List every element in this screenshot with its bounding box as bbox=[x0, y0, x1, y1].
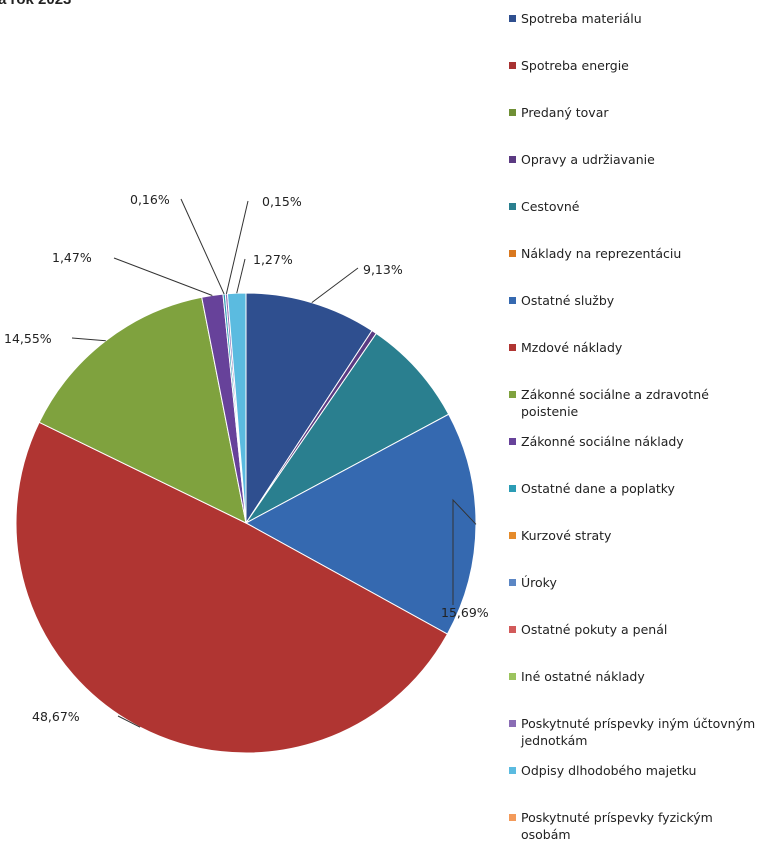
data-label-ostatne-sluzby: 15,69% bbox=[441, 605, 489, 620]
legend-swatch bbox=[509, 203, 516, 210]
data-label-poskytnute-prispevky-inym-uctovnym-jednotkam: 0,15% bbox=[262, 194, 302, 209]
legend-swatch bbox=[509, 720, 516, 727]
legend-swatch bbox=[509, 673, 516, 680]
legend-swatch bbox=[509, 250, 516, 257]
data-label-mzdove-naklady: 48,67% bbox=[32, 709, 80, 724]
legend-label: Úroky bbox=[521, 574, 759, 591]
legend-swatch bbox=[509, 297, 516, 304]
legend-swatch bbox=[509, 767, 516, 774]
legend-swatch bbox=[509, 485, 516, 492]
legend-label: Zákonné sociálne náklady bbox=[521, 433, 759, 450]
legend-swatch bbox=[509, 438, 516, 445]
data-label-ostatne-dane-a-poplatky: 0,16% bbox=[130, 192, 170, 207]
legend-label: Mzdové náklady bbox=[521, 339, 759, 356]
leader-line-poskytnute-prispevky-inym-uctovnym-jednotkam bbox=[226, 201, 248, 294]
legend-swatch bbox=[509, 109, 516, 116]
legend-label: Opravy a udržiavanie bbox=[521, 151, 759, 168]
legend-swatch bbox=[509, 62, 516, 69]
leader-line-zakonne-socialne-naklady bbox=[114, 258, 212, 295]
legend-swatch bbox=[509, 579, 516, 586]
leader-line-spotreba-materialu bbox=[312, 268, 358, 303]
legend-label: Odpisy dlhodobého majetku bbox=[521, 762, 759, 779]
legend-label: Poskytnuté príspevky iným účtovným jedno… bbox=[521, 715, 759, 749]
legend-swatch bbox=[509, 15, 516, 22]
legend-swatch bbox=[509, 156, 516, 163]
legend-label: Spotreba energie bbox=[521, 57, 759, 74]
legend-swatch bbox=[509, 532, 516, 539]
legend-label: Cestovné bbox=[521, 198, 759, 215]
legend-swatch bbox=[509, 344, 516, 351]
leader-line-zakonne-socialne-a-zdravotne-poistenie bbox=[72, 338, 106, 341]
pie-chart: 9,13% 15,69% 48,67% 14,55% 1,47% 0,16% 0,15% 1,… bbox=[0, 0, 509, 859]
legend-swatch bbox=[509, 391, 516, 398]
legend-label: Kurzové straty bbox=[521, 527, 759, 544]
legend-label: Náklady na reprezentáciu bbox=[521, 245, 759, 262]
legend-label: Ostatné pokuty a penál bbox=[521, 621, 759, 638]
data-label-zakonne-socialne-naklady: 1,47% bbox=[52, 250, 92, 265]
legend-swatch bbox=[509, 814, 516, 821]
legend-label: Poskytnuté príspevky fyzickým osobám bbox=[521, 809, 759, 843]
legend-label: Zákonné sociálne a zdravotné poistenie bbox=[521, 386, 759, 420]
legend: Spotreba materiálu Spotreba energie Predan… bbox=[509, 0, 761, 859]
legend-label: Predaný tovar bbox=[521, 104, 759, 121]
legend-label: Ostatné služby bbox=[521, 292, 759, 309]
legend-label: Iné ostatné náklady bbox=[521, 668, 759, 685]
legend-label: Ostatné dane a poplatky bbox=[521, 480, 759, 497]
legend-swatch bbox=[509, 626, 516, 633]
data-label-odpisy-dlhodobeho-majetku: 1,27% bbox=[253, 252, 293, 267]
pie-slices bbox=[16, 293, 476, 753]
leader-line-odpisy-dlhodobeho-majetku bbox=[237, 259, 245, 293]
data-label-zakonne-socialne-a-zdravotne-poistenie: 14,55% bbox=[4, 331, 52, 346]
leader-line-ostatne-dane-a-poplatky bbox=[181, 199, 224, 294]
legend-label: Spotreba materiálu bbox=[521, 10, 759, 27]
data-label-spotreba-materialu: 9,13% bbox=[363, 262, 403, 277]
